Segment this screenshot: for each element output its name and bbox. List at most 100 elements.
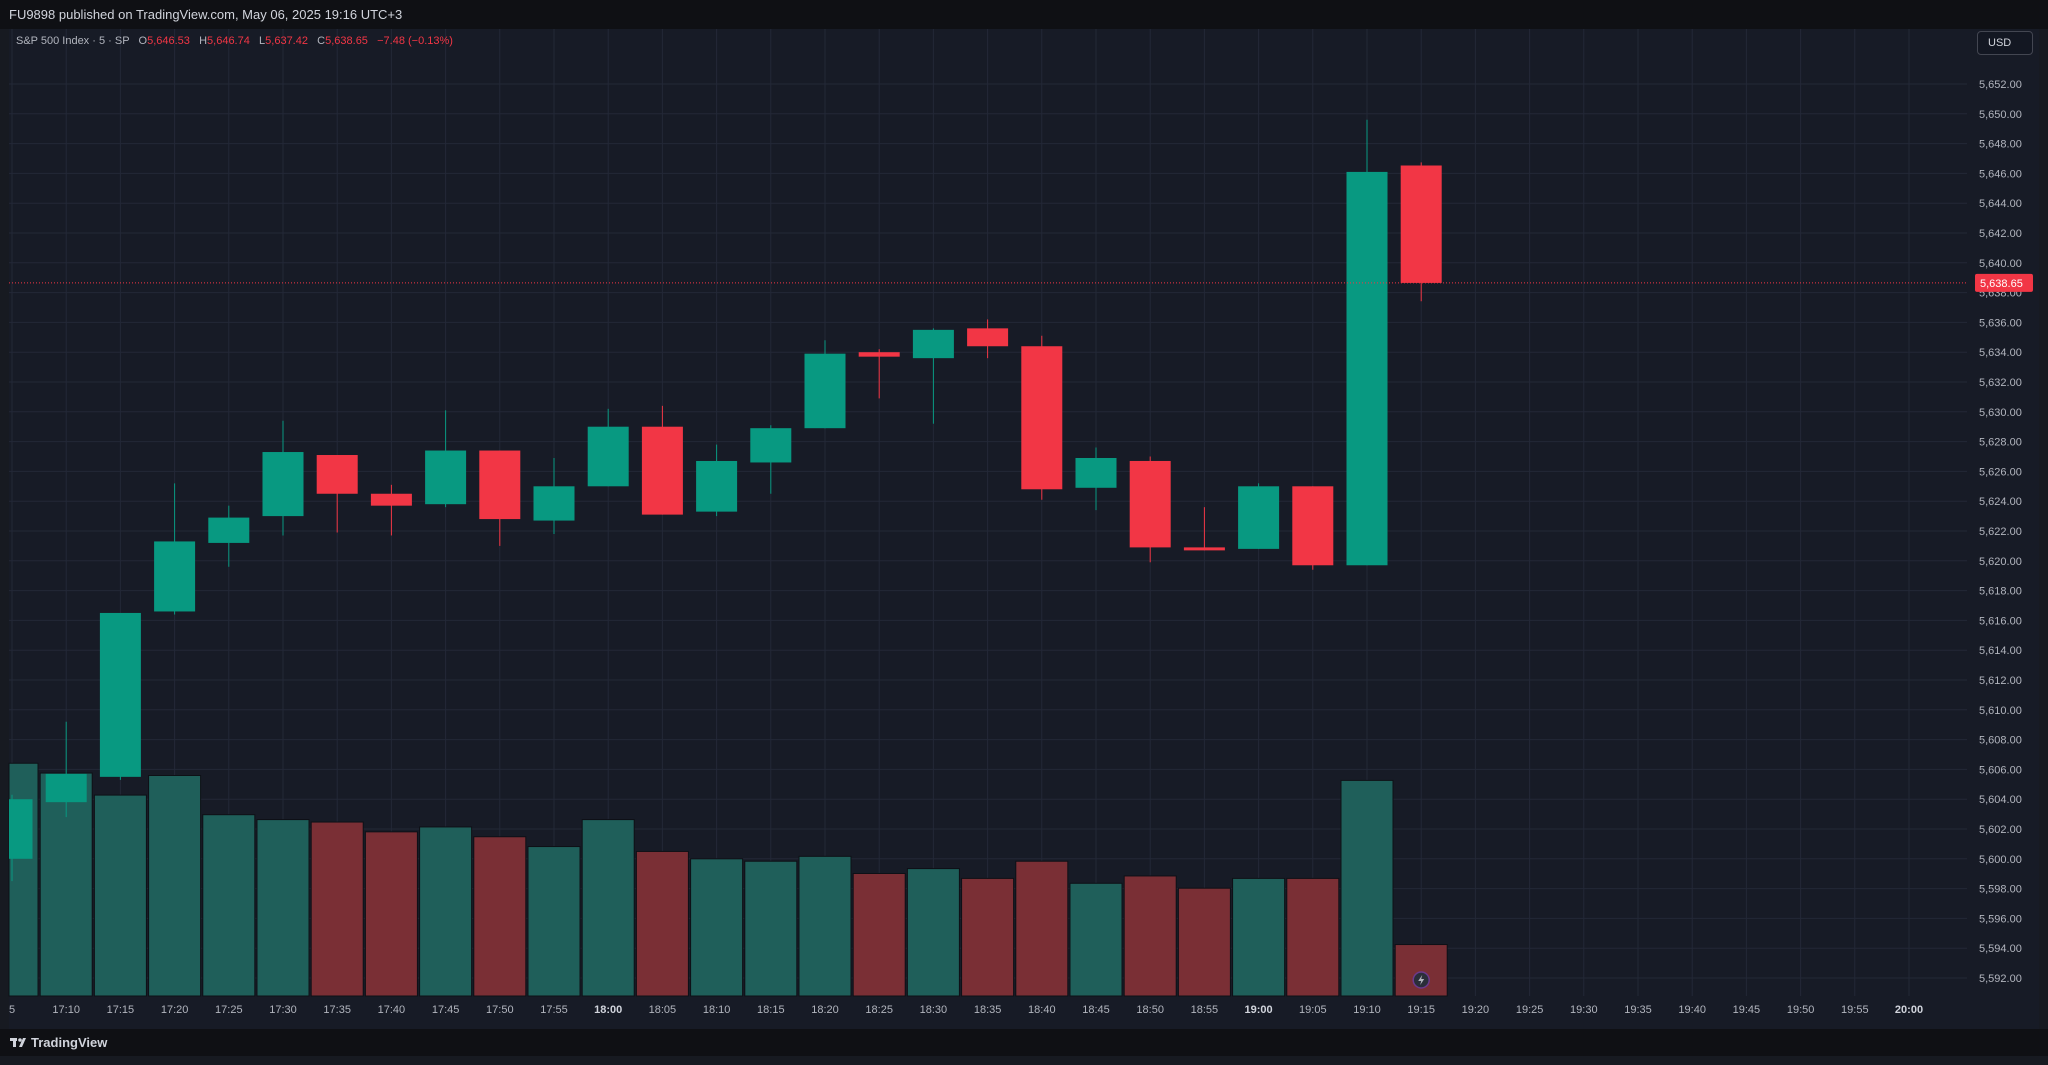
publish-header: FU9898 published on TradingView.com, May… bbox=[0, 0, 2048, 29]
open-value: 5,646.53 bbox=[147, 35, 190, 47]
y-tick-label: 5,622.00 bbox=[1979, 526, 2022, 538]
x-tick-label: 18:15 bbox=[757, 1004, 785, 1016]
volume-bar bbox=[310, 821, 364, 997]
volume-bar bbox=[635, 850, 689, 997]
candle-body bbox=[370, 493, 412, 506]
change-value: −7.48 (−0.13%) bbox=[377, 35, 453, 47]
candle-body bbox=[1183, 547, 1225, 551]
x-tick-label: 19:25 bbox=[1516, 1004, 1544, 1016]
last-price-label: 5,638.65 bbox=[1980, 278, 2023, 290]
x-tick-label: 18:10 bbox=[703, 1004, 731, 1016]
x-tick-label: 17:50 bbox=[486, 1004, 514, 1016]
x-tick-label: 17:35 bbox=[323, 1004, 351, 1016]
candle-body bbox=[45, 773, 87, 803]
y-tick-label: 5,616.00 bbox=[1979, 615, 2022, 627]
y-tick-label: 5,628.00 bbox=[1979, 437, 2022, 449]
low-key: L bbox=[259, 35, 266, 47]
x-tick-label: 19:30 bbox=[1570, 1004, 1598, 1016]
candle-body bbox=[1346, 171, 1388, 566]
volume-bar bbox=[690, 858, 744, 997]
y-tick-label: 5,624.00 bbox=[1979, 496, 2022, 508]
x-tick-label: 17:10 bbox=[52, 1004, 80, 1016]
y-tick-label: 5,618.00 bbox=[1979, 586, 2022, 598]
volume-bar bbox=[852, 873, 906, 997]
y-tick-label: 5,634.00 bbox=[1979, 347, 2022, 359]
volume-bar bbox=[798, 855, 852, 997]
low-value: 5,637.42 bbox=[265, 35, 308, 47]
x-tick-label: 18:55 bbox=[1191, 1004, 1219, 1016]
x-tick-label: 19:35 bbox=[1624, 1004, 1652, 1016]
y-tick-label: 5,608.00 bbox=[1979, 735, 2022, 747]
candle-body bbox=[1292, 486, 1334, 566]
brand-name[interactable]: TradingView bbox=[31, 1035, 108, 1050]
candle-body bbox=[1075, 457, 1117, 488]
x-tick-label: 18:50 bbox=[1136, 1004, 1164, 1016]
volume-bar bbox=[473, 836, 527, 997]
candle-body bbox=[316, 455, 358, 494]
x-tick-label: 17:30 bbox=[269, 1004, 297, 1016]
last-price-tag bbox=[1975, 273, 2033, 292]
x-tick-label: 17:45 bbox=[432, 1004, 460, 1016]
candle-body bbox=[1129, 460, 1171, 548]
y-tick-label: 5,592.00 bbox=[1979, 973, 2022, 985]
y-tick-label: 5,610.00 bbox=[1979, 705, 2022, 717]
x-tick-label: 18:30 bbox=[920, 1004, 948, 1016]
x-tick-label: 19:05 bbox=[1299, 1004, 1327, 1016]
y-tick-label: 5,614.00 bbox=[1979, 645, 2022, 657]
volume-bar bbox=[1340, 779, 1394, 997]
tradingview-logo-icon[interactable] bbox=[9, 1029, 27, 1065]
y-tick-label: 5,632.00 bbox=[1979, 377, 2022, 389]
candle-body bbox=[804, 353, 846, 429]
currency-button[interactable]: USD bbox=[1977, 31, 2033, 55]
candle-body bbox=[533, 486, 575, 521]
candle-body bbox=[750, 428, 792, 463]
y-tick-label: 5,602.00 bbox=[1979, 824, 2022, 836]
x-tick-label: 17:55 bbox=[540, 1004, 568, 1016]
volume-bar bbox=[256, 819, 310, 997]
candle-body bbox=[99, 612, 141, 777]
y-tick-label: 5,636.00 bbox=[1979, 317, 2022, 329]
y-tick-label: 5,648.00 bbox=[1979, 139, 2022, 151]
ohlc-legend: S&P 500 Index · 5 · SP O5,646.53 H5,646.… bbox=[16, 34, 453, 48]
close-value: 5,638.65 bbox=[325, 35, 368, 47]
x-tick-label: 18:45 bbox=[1082, 1004, 1110, 1016]
open-key: O bbox=[138, 35, 148, 47]
y-tick-label: 5,626.00 bbox=[1979, 466, 2022, 478]
y-tick-label: 5,652.00 bbox=[1979, 79, 2022, 91]
x-tick-label: 17:40 bbox=[378, 1004, 406, 1016]
y-tick-label: 5,640.00 bbox=[1979, 258, 2022, 270]
symbol-label[interactable]: S&P 500 Index · 5 · SP bbox=[16, 35, 130, 47]
published-info: FU9898 published on TradingView.com, May… bbox=[9, 7, 403, 22]
candle-body bbox=[154, 541, 196, 612]
volume-bar bbox=[1177, 887, 1231, 997]
volume-bar bbox=[527, 846, 581, 997]
x-tick-label: 19:45 bbox=[1733, 1004, 1761, 1016]
volume-bar bbox=[1286, 877, 1340, 997]
x-tick-label: 18:20 bbox=[811, 1004, 839, 1016]
candle-body bbox=[1400, 165, 1442, 283]
volume-bar bbox=[93, 794, 147, 997]
y-tick-label: 5,646.00 bbox=[1979, 168, 2022, 180]
x-tick-label: 19:40 bbox=[1678, 1004, 1706, 1016]
x-tick-label: 18:25 bbox=[865, 1004, 893, 1016]
candle-body bbox=[208, 517, 250, 543]
close-key: C bbox=[317, 35, 326, 47]
candle-body bbox=[858, 352, 900, 357]
volume-bar bbox=[1123, 875, 1177, 997]
candle-body bbox=[1238, 486, 1280, 549]
candle-body bbox=[967, 328, 1009, 347]
volume-bar bbox=[148, 775, 202, 997]
lightning-glyph bbox=[1418, 975, 1425, 985]
y-tick-label: 5,594.00 bbox=[1979, 943, 2022, 955]
x-tick-label: 20:00 bbox=[1895, 1004, 1923, 1016]
candle-body bbox=[696, 460, 738, 512]
high-value: 5,646.74 bbox=[207, 35, 250, 47]
footer: TradingView bbox=[0, 1029, 2048, 1056]
candle-body bbox=[587, 426, 629, 487]
volume-bar bbox=[8, 762, 39, 997]
x-tick-label: 18:00 bbox=[594, 1004, 622, 1016]
y-tick-label: 5,596.00 bbox=[1979, 913, 2022, 925]
y-tick-label: 5,612.00 bbox=[1979, 675, 2022, 687]
y-tick-label: 5,606.00 bbox=[1979, 764, 2022, 776]
